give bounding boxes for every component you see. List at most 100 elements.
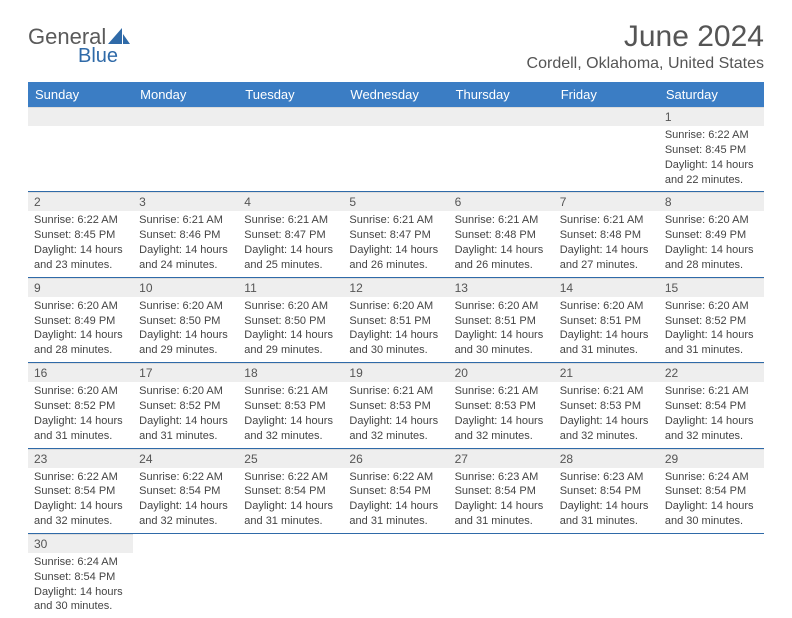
day-details: Sunrise: 6:22 AMSunset: 8:54 PMDaylight:… <box>28 468 133 533</box>
location-label: Cordell, Oklahoma, United States <box>527 55 764 73</box>
day-details: Sunrise: 6:21 AMSunset: 8:53 PMDaylight:… <box>343 382 448 447</box>
day-details: Sunrise: 6:20 AMSunset: 8:52 PMDaylight:… <box>28 382 133 447</box>
calendar-cell: 17Sunrise: 6:20 AMSunset: 8:52 PMDayligh… <box>133 363 238 448</box>
day-number: 19 <box>343 363 448 382</box>
day-number: 4 <box>238 192 343 211</box>
calendar-cell: 30Sunrise: 6:24 AMSunset: 8:54 PMDayligh… <box>28 534 133 618</box>
weekday-header: Wednesday <box>343 82 448 107</box>
calendar-cell <box>133 107 238 192</box>
calendar-cell: 12Sunrise: 6:20 AMSunset: 8:51 PMDayligh… <box>343 278 448 363</box>
calendar-cell: 24Sunrise: 6:22 AMSunset: 8:54 PMDayligh… <box>133 449 238 534</box>
daynum-empty <box>133 107 238 126</box>
day-details: Sunrise: 6:20 AMSunset: 8:49 PMDaylight:… <box>28 297 133 362</box>
month-title: June 2024 <box>527 20 764 53</box>
calendar-cell: 27Sunrise: 6:23 AMSunset: 8:54 PMDayligh… <box>449 449 554 534</box>
day-details: Sunrise: 6:21 AMSunset: 8:47 PMDaylight:… <box>343 211 448 276</box>
calendar-cell <box>238 534 343 618</box>
day-number: 17 <box>133 363 238 382</box>
day-number: 11 <box>238 278 343 297</box>
calendar-cell: 16Sunrise: 6:20 AMSunset: 8:52 PMDayligh… <box>28 363 133 448</box>
day-details: Sunrise: 6:22 AMSunset: 8:54 PMDaylight:… <box>133 468 238 533</box>
calendar-cell: 5Sunrise: 6:21 AMSunset: 8:47 PMDaylight… <box>343 192 448 277</box>
daynum-empty <box>554 107 659 126</box>
day-details: Sunrise: 6:21 AMSunset: 8:53 PMDaylight:… <box>449 382 554 447</box>
day-number: 16 <box>28 363 133 382</box>
weekday-header: Thursday <box>449 82 554 107</box>
day-details: Sunrise: 6:20 AMSunset: 8:51 PMDaylight:… <box>343 297 448 362</box>
day-details: Sunrise: 6:21 AMSunset: 8:53 PMDaylight:… <box>554 382 659 447</box>
day-number: 26 <box>343 449 448 468</box>
day-number: 13 <box>449 278 554 297</box>
day-details: Sunrise: 6:21 AMSunset: 8:48 PMDaylight:… <box>449 211 554 276</box>
calendar-body: 1Sunrise: 6:22 AMSunset: 8:45 PMDaylight… <box>28 107 764 618</box>
calendar-cell: 22Sunrise: 6:21 AMSunset: 8:54 PMDayligh… <box>659 363 764 448</box>
calendar-cell: 20Sunrise: 6:21 AMSunset: 8:53 PMDayligh… <box>449 363 554 448</box>
calendar-cell: 8Sunrise: 6:20 AMSunset: 8:49 PMDaylight… <box>659 192 764 277</box>
daynum-empty <box>238 107 343 126</box>
day-details: Sunrise: 6:20 AMSunset: 8:51 PMDaylight:… <box>554 297 659 362</box>
day-number: 23 <box>28 449 133 468</box>
day-details: Sunrise: 6:20 AMSunset: 8:50 PMDaylight:… <box>238 297 343 362</box>
day-details: Sunrise: 6:23 AMSunset: 8:54 PMDaylight:… <box>449 468 554 533</box>
calendar-cell <box>659 534 764 618</box>
day-details: Sunrise: 6:21 AMSunset: 8:46 PMDaylight:… <box>133 211 238 276</box>
day-details: Sunrise: 6:23 AMSunset: 8:54 PMDaylight:… <box>554 468 659 533</box>
calendar-cell: 19Sunrise: 6:21 AMSunset: 8:53 PMDayligh… <box>343 363 448 448</box>
day-number: 8 <box>659 192 764 211</box>
title-block: June 2024 Cordell, Oklahoma, United Stat… <box>527 20 764 73</box>
day-number: 9 <box>28 278 133 297</box>
weekday-header: Friday <box>554 82 659 107</box>
calendar-cell: 11Sunrise: 6:20 AMSunset: 8:50 PMDayligh… <box>238 278 343 363</box>
calendar-cell: 6Sunrise: 6:21 AMSunset: 8:48 PMDaylight… <box>449 192 554 277</box>
calendar-cell <box>28 107 133 192</box>
day-number: 18 <box>238 363 343 382</box>
weekday-header: Sunday <box>28 82 133 107</box>
day-details: Sunrise: 6:20 AMSunset: 8:50 PMDaylight:… <box>133 297 238 362</box>
calendar-cell: 21Sunrise: 6:21 AMSunset: 8:53 PMDayligh… <box>554 363 659 448</box>
calendar-cell <box>554 534 659 618</box>
calendar-cell: 28Sunrise: 6:23 AMSunset: 8:54 PMDayligh… <box>554 449 659 534</box>
calendar-cell <box>133 534 238 618</box>
day-details: Sunrise: 6:24 AMSunset: 8:54 PMDaylight:… <box>28 553 133 618</box>
calendar-cell: 13Sunrise: 6:20 AMSunset: 8:51 PMDayligh… <box>449 278 554 363</box>
day-number: 27 <box>449 449 554 468</box>
day-details: Sunrise: 6:20 AMSunset: 8:51 PMDaylight:… <box>449 297 554 362</box>
day-number: 25 <box>238 449 343 468</box>
day-details: Sunrise: 6:21 AMSunset: 8:48 PMDaylight:… <box>554 211 659 276</box>
calendar-week: 2Sunrise: 6:22 AMSunset: 8:45 PMDaylight… <box>28 192 764 277</box>
calendar-cell: 7Sunrise: 6:21 AMSunset: 8:48 PMDaylight… <box>554 192 659 277</box>
day-number: 21 <box>554 363 659 382</box>
calendar-week: 23Sunrise: 6:22 AMSunset: 8:54 PMDayligh… <box>28 449 764 534</box>
day-number: 15 <box>659 278 764 297</box>
day-number: 28 <box>554 449 659 468</box>
day-number: 24 <box>133 449 238 468</box>
day-details: Sunrise: 6:22 AMSunset: 8:54 PMDaylight:… <box>238 468 343 533</box>
calendar-week: 9Sunrise: 6:20 AMSunset: 8:49 PMDaylight… <box>28 278 764 363</box>
calendar-cell <box>343 534 448 618</box>
day-number: 1 <box>659 107 764 126</box>
calendar-cell: 23Sunrise: 6:22 AMSunset: 8:54 PMDayligh… <box>28 449 133 534</box>
calendar-page: General June 2024 Cordell, Oklahoma, Uni… <box>0 0 792 612</box>
day-number: 20 <box>449 363 554 382</box>
day-number: 2 <box>28 192 133 211</box>
day-details: Sunrise: 6:24 AMSunset: 8:54 PMDaylight:… <box>659 468 764 533</box>
day-details: Sunrise: 6:21 AMSunset: 8:53 PMDaylight:… <box>238 382 343 447</box>
calendar-cell: 14Sunrise: 6:20 AMSunset: 8:51 PMDayligh… <box>554 278 659 363</box>
weekday-header: Monday <box>133 82 238 107</box>
day-details: Sunrise: 6:20 AMSunset: 8:52 PMDaylight:… <box>659 297 764 362</box>
calendar-head: SundayMondayTuesdayWednesdayThursdayFrid… <box>28 82 764 107</box>
calendar-cell: 9Sunrise: 6:20 AMSunset: 8:49 PMDaylight… <box>28 278 133 363</box>
daynum-empty <box>343 107 448 126</box>
weekday-header: Tuesday <box>238 82 343 107</box>
calendar-table: SundayMondayTuesdayWednesdayThursdayFrid… <box>28 82 764 618</box>
calendar-cell: 10Sunrise: 6:20 AMSunset: 8:50 PMDayligh… <box>133 278 238 363</box>
day-number: 10 <box>133 278 238 297</box>
calendar-week: 1Sunrise: 6:22 AMSunset: 8:45 PMDaylight… <box>28 107 764 192</box>
day-details: Sunrise: 6:20 AMSunset: 8:49 PMDaylight:… <box>659 211 764 276</box>
day-number: 12 <box>343 278 448 297</box>
calendar-cell: 25Sunrise: 6:22 AMSunset: 8:54 PMDayligh… <box>238 449 343 534</box>
calendar-cell: 2Sunrise: 6:22 AMSunset: 8:45 PMDaylight… <box>28 192 133 277</box>
calendar-cell: 4Sunrise: 6:21 AMSunset: 8:47 PMDaylight… <box>238 192 343 277</box>
calendar-cell <box>343 107 448 192</box>
day-number: 29 <box>659 449 764 468</box>
